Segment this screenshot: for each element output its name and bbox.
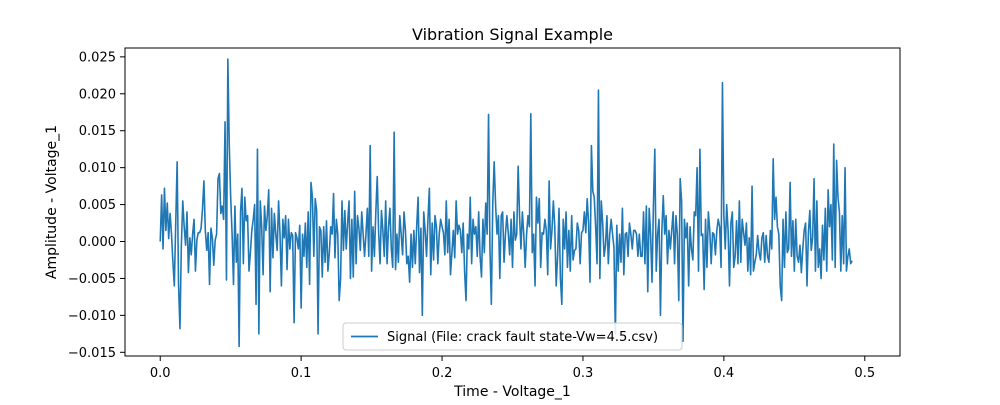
series-layer bbox=[159, 58, 853, 348]
y-tick-label: 0.005 bbox=[79, 198, 116, 213]
y-tick-label: 0.025 bbox=[79, 50, 116, 65]
y-tick-label: −0.005 bbox=[68, 272, 116, 287]
y-tick-label: −0.015 bbox=[68, 346, 116, 361]
plot-frame bbox=[124, 47, 901, 357]
legend: Signal (File: crack fault state-Vw=4.5.c… bbox=[342, 322, 683, 351]
x-tick-label: 0.5 bbox=[854, 366, 875, 381]
legend-entry-label: Signal (File: crack fault state-Vw=4.5.c… bbox=[387, 330, 658, 345]
y-tick-label: 0.010 bbox=[79, 161, 116, 176]
y-axis-label: Amplitude - Voltage_1 bbox=[44, 125, 60, 279]
y-tick-label: 0.015 bbox=[79, 124, 116, 139]
x-axis-label: Time - Voltage_1 bbox=[453, 384, 571, 400]
x-tick-label: 0.3 bbox=[573, 366, 594, 381]
y-tick-label: 0.000 bbox=[79, 235, 116, 250]
x-tick-label: 0.0 bbox=[150, 366, 171, 381]
x-tick-label: 0.4 bbox=[714, 366, 735, 381]
chart-title: Vibration Signal Example bbox=[412, 25, 613, 44]
y-tick-label: 0.020 bbox=[79, 87, 116, 102]
y-tick-label: −0.010 bbox=[68, 309, 116, 324]
x-axis-ticks: 0.0 0.1 0.2 0.3 0.4 0.5 bbox=[150, 356, 875, 381]
x-tick-label: 0.2 bbox=[432, 366, 453, 381]
series-line-0 bbox=[159, 58, 853, 348]
legend-box bbox=[342, 322, 683, 351]
y-axis-ticks: −0.015 −0.010 −0.005 0.000 0.005 0.010 0.015 0.… bbox=[68, 50, 125, 361]
x-tick-label: 0.1 bbox=[291, 366, 312, 381]
plot-area bbox=[125, 48, 900, 356]
